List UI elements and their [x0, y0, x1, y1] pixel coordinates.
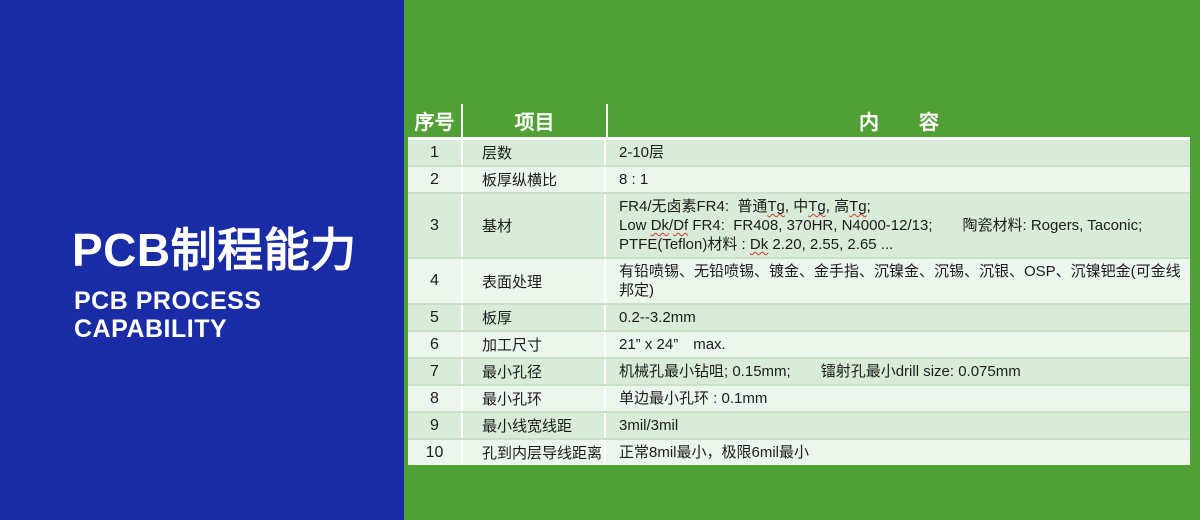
row-content-cell: 单边最小孔环 : 0.1mm	[604, 386, 1190, 411]
table-row: 1 层数 2-10层	[408, 140, 1190, 165]
table-row: 5 板厚 0.2--3.2mm	[408, 305, 1190, 330]
row-item-cell: 最小线宽线距	[461, 413, 604, 438]
content-line: 有铅喷锡、无铅喷锡、镀金、金手指、沉镍金、沉锡、沉银、OSP、沉镍钯金(可金线邦…	[619, 263, 1181, 299]
row-content-cell: 机械孔最小钻咀; 0.15mm; 镭射孔最小drill size: 0.075m…	[604, 359, 1190, 384]
row-number-cell: 8	[408, 386, 461, 411]
row-number-cell: 3	[408, 194, 461, 257]
header-cell-content: 内 容	[606, 104, 1190, 137]
row-content-cell: 有铅喷锡、无铅喷锡、镀金、金手指、沉镍金、沉锡、沉银、OSP、沉镍钯金(可金线邦…	[604, 259, 1190, 303]
row-item-cell: 基材	[461, 194, 604, 257]
row-number-cell: 5	[408, 305, 461, 330]
content-line: Low Dk/Df FR4: FR408, 370HR, N4000-12/13…	[619, 217, 1143, 234]
table-row: 10 孔到内层导线距离 正常8mil最小，极限6mil最小	[408, 440, 1190, 465]
table-row: 6 加工尺寸 21” x 24” max.	[408, 332, 1190, 357]
page-subtitle: PCB PROCESS CAPABILITY	[74, 287, 261, 343]
row-item-cell: 板厚纵横比	[461, 167, 604, 192]
capability-table: 序号 项目 内 容 1 层数 2-10层 2 板厚纵横比 8 : 1 3 基材 …	[408, 104, 1190, 465]
row-content-cell: 8 : 1	[604, 167, 1190, 192]
table-header-row: 序号 项目 内 容	[408, 104, 1190, 140]
page-title: PCB制程能力	[72, 224, 357, 276]
row-content-cell: FR4/无卤素FR4: 普通Tg, 中Tg, 高Tg; Low Dk/Df FR4…	[604, 194, 1190, 257]
content-line: 机械孔最小钻咀; 0.15mm; 镭射孔最小drill size: 0.075m…	[619, 363, 1021, 380]
table-row: 2 板厚纵横比 8 : 1	[408, 167, 1190, 192]
row-number-cell: 7	[408, 359, 461, 384]
table-row: 3 基材 FR4/无卤素FR4: 普通Tg, 中Tg, 高Tg; Low Dk/D…	[408, 194, 1190, 257]
table-row: 8 最小孔环 单边最小孔环 : 0.1mm	[408, 386, 1190, 411]
row-number-cell: 9	[408, 413, 461, 438]
header-cell-number: 序号	[414, 112, 455, 134]
row-item-cell: 最小孔环	[461, 386, 604, 411]
row-number-cell: 10	[408, 440, 461, 465]
content-line: 2-10层	[619, 144, 665, 161]
content-line: 0.2--3.2mm	[619, 309, 696, 326]
row-content-cell: 2-10层	[604, 140, 1190, 165]
table-row: 9 最小线宽线距 3mil/3mil	[408, 413, 1190, 438]
subtitle-line-1: PCB PROCESS	[74, 287, 262, 315]
row-content-cell: 正常8mil最小，极限6mil最小	[604, 440, 1190, 465]
content-line: FR4/无卤素FR4: 普通Tg, 中Tg, 高Tg;	[619, 198, 871, 215]
row-item-cell: 板厚	[461, 305, 604, 330]
subtitle-line-2: CAPABILITY	[74, 315, 228, 343]
row-content-cell: 21” x 24” max.	[604, 332, 1190, 357]
row-item-cell: 最小孔径	[461, 359, 604, 384]
content-line: 正常8mil最小，极限6mil最小	[619, 444, 810, 461]
row-item-cell: 加工尺寸	[461, 332, 604, 357]
header-cell-item: 项目	[461, 104, 606, 137]
row-item-cell: 表面处理	[461, 259, 604, 303]
row-content-cell: 0.2--3.2mm	[604, 305, 1190, 330]
row-number-cell: 4	[408, 259, 461, 303]
row-content-cell: 3mil/3mil	[604, 413, 1190, 438]
left-panel: PCB制程能力 PCB PROCESS CAPABILITY	[0, 0, 404, 520]
table-row: 7 最小孔径 机械孔最小钻咀; 0.15mm; 镭射孔最小drill size:…	[408, 359, 1190, 384]
row-number-cell: 2	[408, 167, 461, 192]
table-body: 1 层数 2-10层 2 板厚纵横比 8 : 1 3 基材 FR4/无卤素FR4…	[408, 140, 1190, 465]
content-line: 8 : 1	[619, 171, 649, 188]
row-number-cell: 6	[408, 332, 461, 357]
table-row: 4 表面处理 有铅喷锡、无铅喷锡、镀金、金手指、沉镍金、沉锡、沉银、OSP、沉镍…	[408, 259, 1190, 303]
row-item-cell: 层数	[461, 140, 604, 165]
row-item-cell: 孔到内层导线距离	[461, 440, 604, 465]
content-line: 单边最小孔环 : 0.1mm	[619, 390, 768, 407]
content-line: 21” x 24” max.	[619, 336, 726, 353]
row-number-cell: 1	[408, 140, 461, 165]
content-line: 3mil/3mil	[619, 417, 679, 434]
content-line: PTFE(Teflon)材料 : Dk 2.20, 2.55, 2.65 ...	[619, 236, 894, 253]
